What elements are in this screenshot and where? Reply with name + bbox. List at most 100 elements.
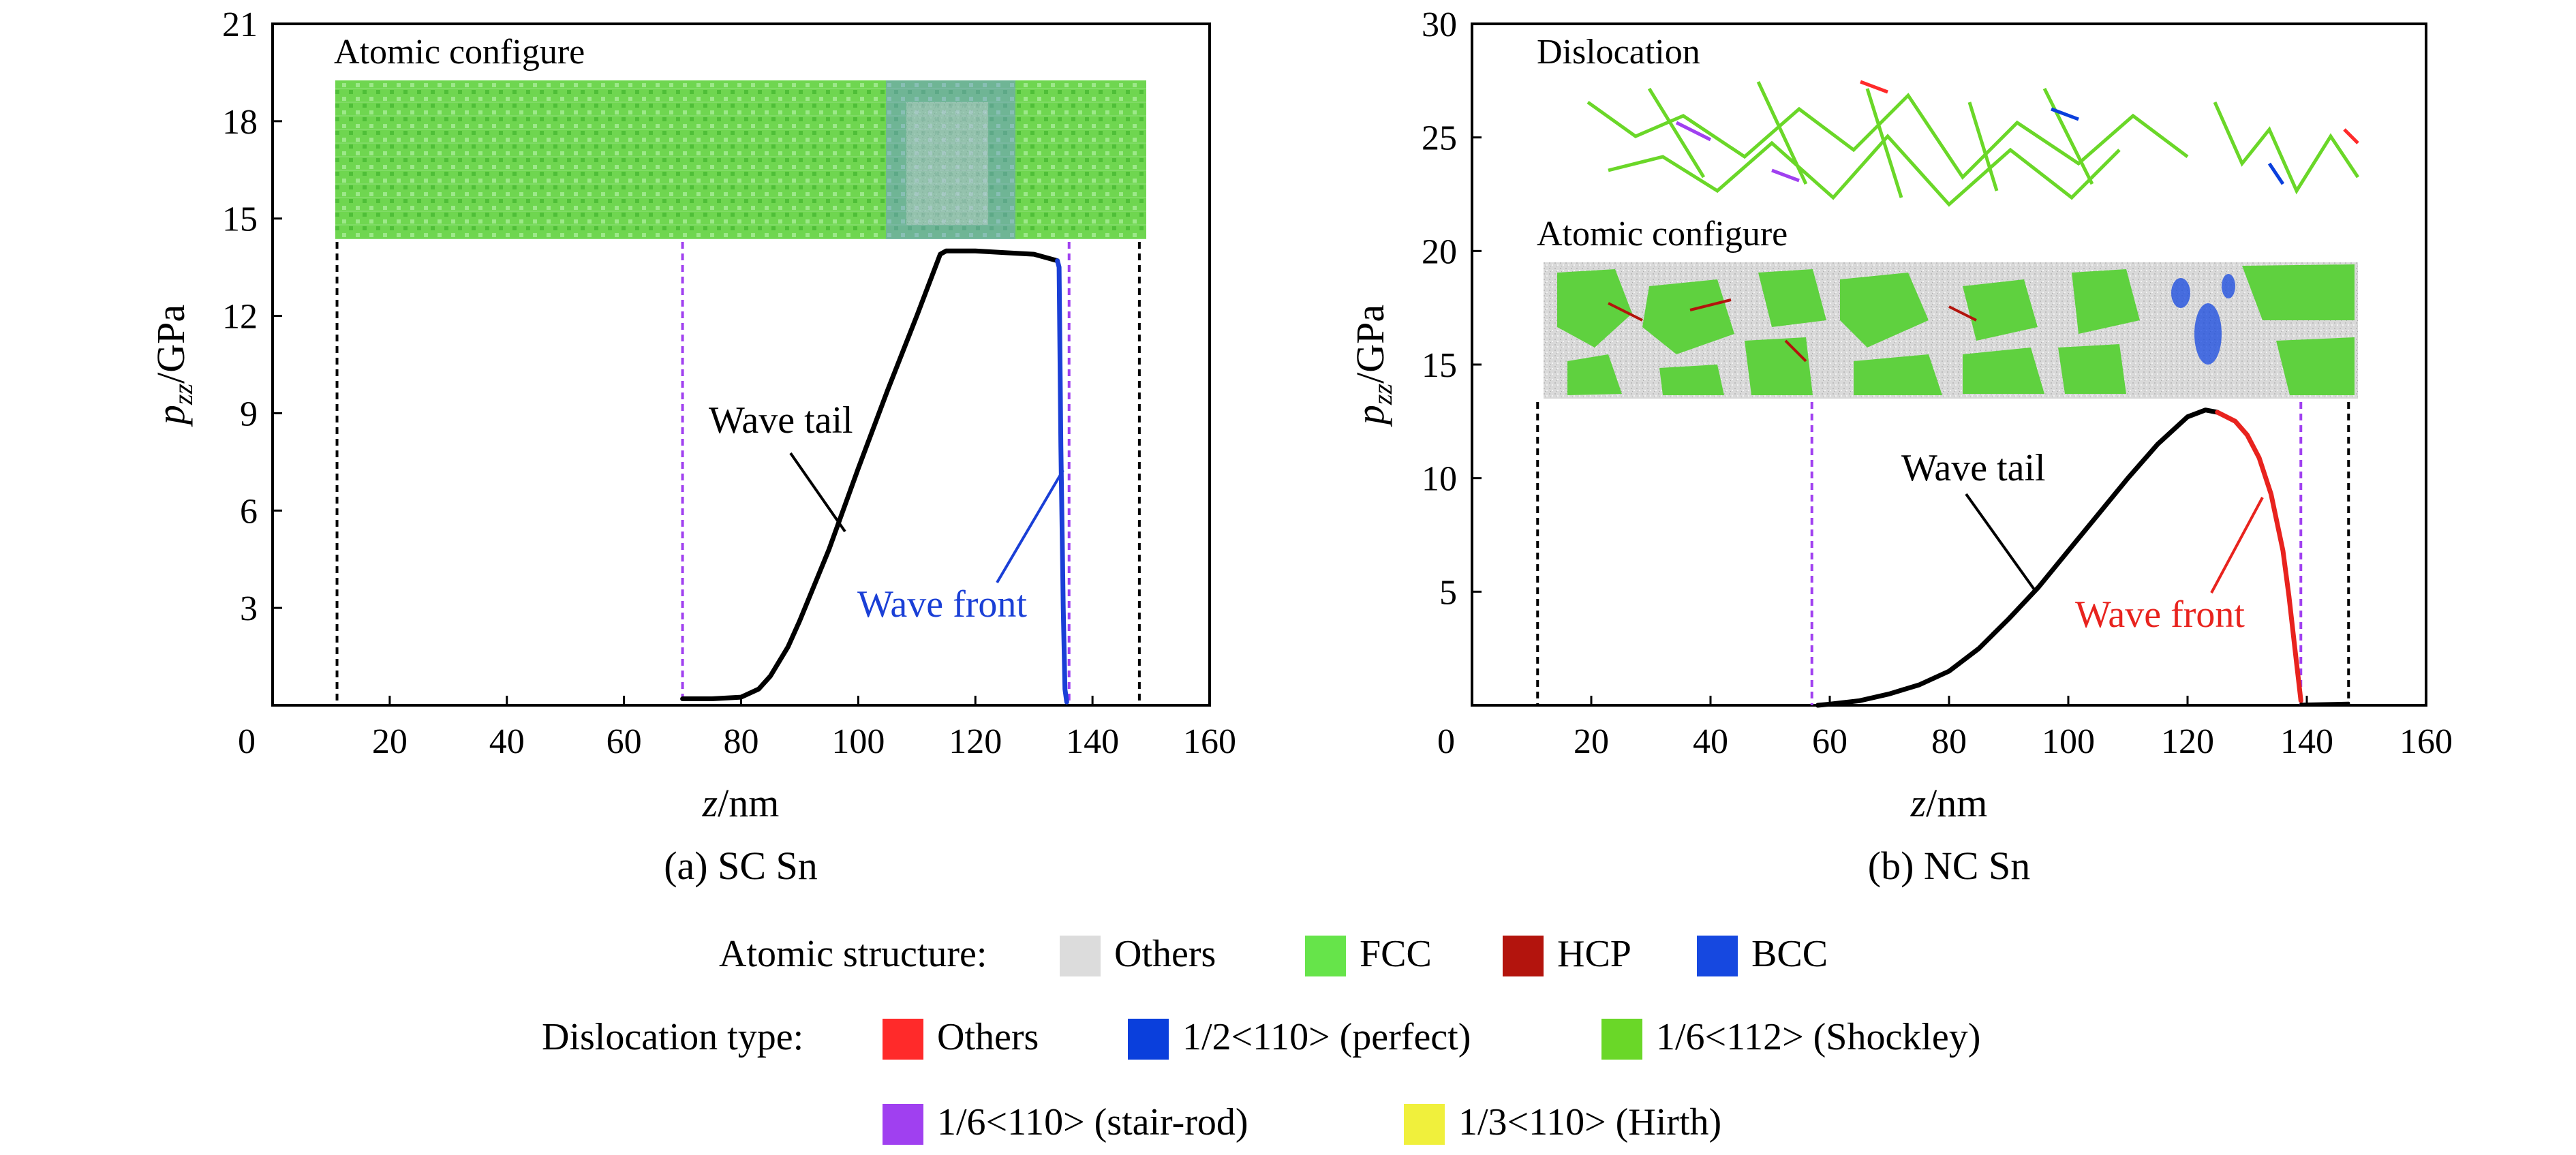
legend: Atomic structure: Others FCC HCP BCC Disloc…	[542, 933, 1980, 1145]
legend-label-legend-atomic-0: Others	[1114, 933, 1216, 975]
x-tick-label-b-120: 120	[2161, 722, 2214, 761]
x-tick-label-b-60: 60	[1812, 722, 1847, 761]
wave-tail-label-a: Wave tail	[709, 399, 853, 442]
y-tick-label-b-25: 25	[1422, 119, 1457, 158]
y-tick-label-a-3: 3	[240, 589, 258, 628]
series-wave-front-b	[2215, 410, 2303, 703]
legend-atomic-title: Atomic structure:	[719, 933, 987, 975]
wave-front-pointer-b	[2210, 497, 2264, 594]
panel-b-inset: Dislocation	[1537, 33, 2360, 399]
others-region-a	[906, 102, 988, 225]
legend-swatch-legend-atomic-2	[1503, 936, 1544, 976]
legend-swatch-legend-dislocation-0	[883, 1019, 923, 1060]
legend-swatch-legend-dislocation-4	[1404, 1104, 1445, 1145]
legend-label-legend-dislocation-0: Others	[937, 1016, 1039, 1058]
y-axis-var-b: p	[1348, 405, 1392, 427]
panel-b-annotations: Wave tail Wave front	[1901, 447, 2264, 636]
inset-label-b-1: Atomic configure	[1537, 215, 1788, 253]
y-axis-sub-a: zz	[168, 384, 198, 406]
x-tick-label-a-60: 60	[607, 722, 642, 761]
panel-a: Atomic configure 0 20 40 60 80 100 120 140 160 3 6…	[149, 5, 1236, 888]
x-tick-label-a-40: 40	[489, 722, 525, 761]
panel-a-ticks: 0 20 40 60 80 100 120 140 160 3 6 9 12 15 18 21	[222, 5, 1236, 761]
x-axis-label-b: z/nm	[1910, 781, 1988, 825]
panel-b: Dislocation	[1348, 5, 2453, 888]
panel-b-series	[1815, 407, 2350, 708]
y-axis-var-a: p	[149, 405, 193, 427]
bcc-patches-b	[2171, 274, 2235, 365]
x-tick-label-a-80: 80	[724, 722, 759, 761]
legend-label-legend-dislocation-3: 1/6<110> (stair-rod)	[937, 1101, 1248, 1143]
legend-dislocation-items: Others 1/2<110> (perfect) 1/6<112> (Shockl…	[883, 1016, 1980, 1145]
y-axis-unit-a: /GPa	[149, 305, 193, 384]
legend-swatch-legend-atomic-0	[1060, 936, 1101, 976]
legend-swatch-legend-dislocation-1	[1128, 1019, 1169, 1060]
dislocation-image	[1586, 80, 2360, 207]
y-tick-label-a-21: 21	[222, 5, 258, 44]
x-axis-unit-a: /nm	[718, 781, 779, 825]
y-tick-label-b-5: 5	[1439, 573, 1457, 612]
panel-b-ticks: 0 20 40 60 80 100 120 140 160 5 10 15 20 25 30	[1422, 5, 2453, 761]
x-tick-label-b-20: 20	[1574, 722, 1609, 761]
y-tick-label-a-9: 9	[240, 395, 258, 433]
x-axis-var-b: z	[1910, 781, 1927, 825]
x-tick-label-b-80: 80	[1931, 722, 1967, 761]
x-tick-label-b-40: 40	[1693, 722, 1728, 761]
panel-a-inset: Atomic configure	[334, 33, 1146, 239]
panel-a-annotations: Wave tail Wave front	[709, 399, 1064, 626]
legend-swatch-legend-dislocation-2	[1601, 1019, 1642, 1060]
legend-label-legend-atomic-3: BCC	[1751, 933, 1828, 975]
legend-atomic-items: Others FCC HCP BCC	[1060, 933, 1828, 976]
atomic-configure-image-a	[335, 80, 1146, 239]
x-tick-label-a-120: 120	[949, 722, 1002, 761]
legend-swatch-legend-atomic-3	[1697, 936, 1738, 976]
x-tick-label-b-0: 0	[1437, 722, 1455, 761]
panel-a-series	[680, 248, 1069, 705]
y-tick-label-a-6: 6	[240, 492, 258, 531]
inset-label-b-0: Dislocation	[1537, 33, 1700, 72]
hcp-streaks-b	[1608, 298, 1977, 363]
x-tick-label-a-100: 100	[831, 722, 885, 761]
x-axis-label-a: z/nm	[702, 781, 780, 825]
legend-swatch-legend-atomic-1	[1305, 936, 1346, 976]
legend-label-legend-dislocation-2: 1/6<112> (Shockley)	[1656, 1016, 1980, 1058]
wave-tail-pointer-b	[1965, 493, 2036, 591]
series-wave-tail-b	[1815, 407, 2220, 708]
x-tick-label-a-160: 160	[1183, 722, 1236, 761]
y-tick-label-b-20: 20	[1422, 232, 1457, 271]
x-axis-unit-b: /nm	[1926, 781, 1987, 825]
wave-front-pointer-a	[996, 469, 1064, 584]
legend-label-legend-dislocation-1: 1/2<110> (perfect)	[1182, 1016, 1471, 1058]
y-axis-unit-b: /GPa	[1348, 305, 1392, 384]
legend-label-legend-dislocation-4: 1/3<110> (Hirth)	[1458, 1101, 1721, 1143]
y-axis-sub-b: zz	[1367, 384, 1398, 406]
x-tick-label-b-160: 160	[2399, 722, 2453, 761]
y-tick-label-b-10: 10	[1422, 460, 1457, 499]
y-tick-label-a-18: 18	[222, 103, 258, 142]
x-axis-var-a: z	[702, 781, 718, 825]
y-tick-label-a-12: 12	[222, 298, 258, 337]
panel-b-vlines	[1536, 402, 2350, 705]
y-tick-label-a-15: 15	[222, 200, 258, 239]
y-axis-label-a: pzz/GPa	[149, 305, 198, 427]
caption-b: (b) NC Sn	[1868, 844, 2030, 888]
legend-swatch-legend-dislocation-3	[883, 1104, 923, 1145]
series-wave-front-a	[1055, 258, 1069, 705]
wave-tail-pointer-a	[789, 452, 846, 533]
y-axis-label-b: pzz/GPa	[1348, 305, 1398, 427]
y-tick-label-b-15: 15	[1422, 346, 1457, 385]
wave-front-label-a: Wave front	[857, 583, 1027, 626]
fcc-grains-b	[1557, 264, 2355, 395]
wave-tail-label-b: Wave tail	[1901, 447, 2046, 489]
x-tick-label-b-100: 100	[2042, 722, 2095, 761]
caption-a: (a) SC Sn	[664, 844, 818, 888]
legend-label-legend-atomic-2: HCP	[1557, 933, 1631, 975]
x-tick-label-a-20: 20	[372, 722, 408, 761]
dislocation-image-other-types	[1675, 80, 2359, 185]
y-tick-label-b-30: 30	[1422, 5, 1457, 44]
legend-label-legend-atomic-1: FCC	[1360, 933, 1432, 975]
x-tick-label-b-140: 140	[2280, 722, 2333, 761]
wave-front-label-b: Wave front	[2075, 594, 2245, 636]
legend-dislocation-title: Dislocation type:	[542, 1016, 803, 1058]
